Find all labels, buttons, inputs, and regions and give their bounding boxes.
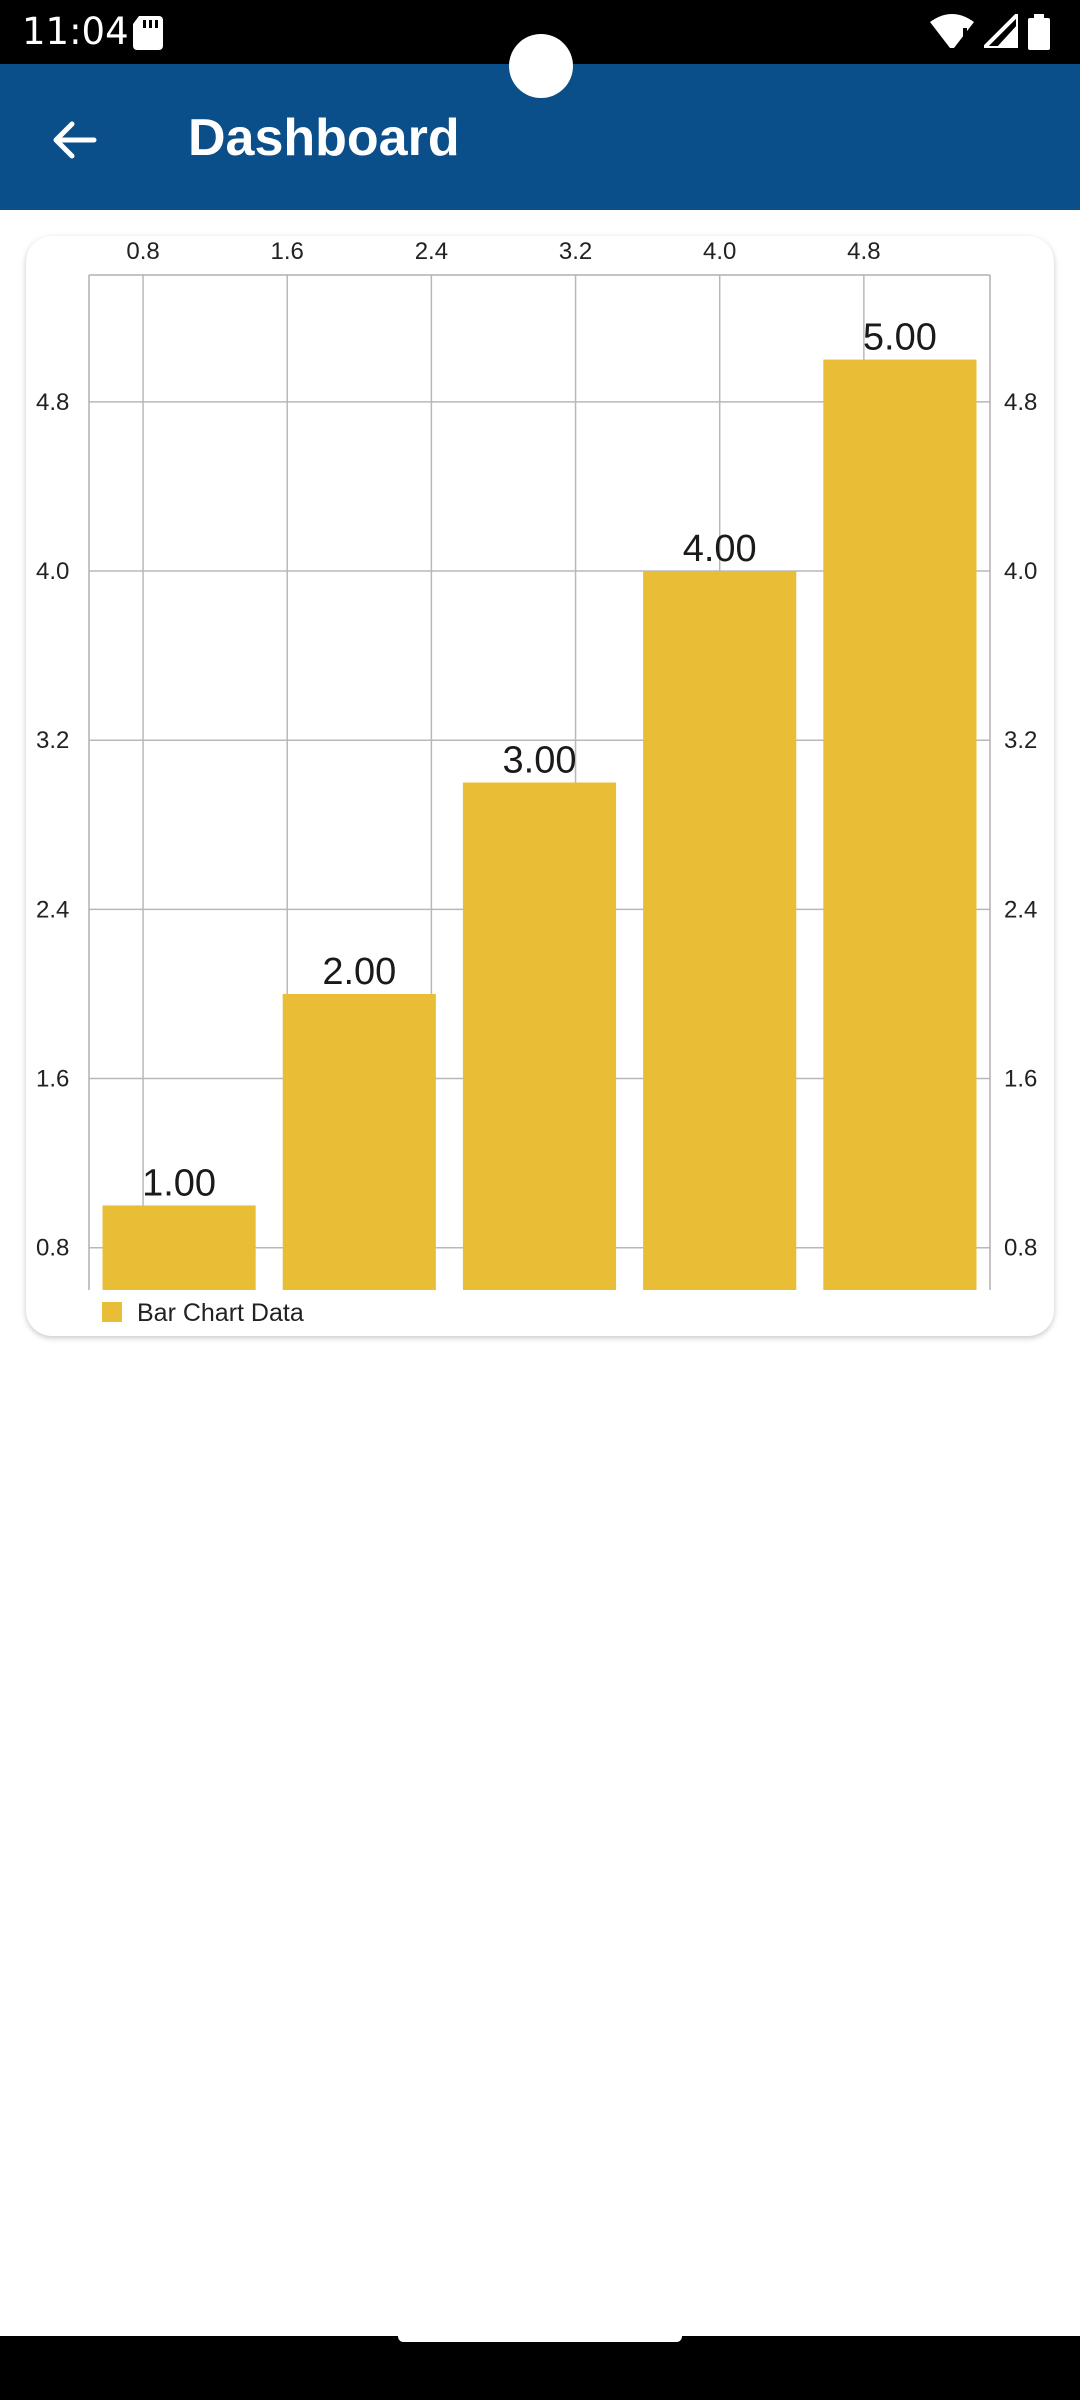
y-tick-label-left: 1.6 bbox=[36, 1066, 69, 1093]
status-icons bbox=[930, 9, 1050, 55]
y-tick-label-left: 4.8 bbox=[36, 389, 69, 416]
y-tick-label-right: 4.0 bbox=[1004, 558, 1037, 585]
y-tick-label-right: 4.8 bbox=[1004, 389, 1037, 416]
status-time: 11:04 bbox=[22, 10, 129, 53]
bar-value-label: 2.00 bbox=[322, 951, 396, 993]
bar bbox=[102, 1205, 256, 1290]
camera-cutout bbox=[509, 34, 573, 98]
y-tick-label-right: 1.6 bbox=[1004, 1066, 1037, 1093]
signal-icon bbox=[979, 9, 1020, 55]
y-tick-label-right: 3.2 bbox=[1004, 727, 1037, 754]
home-handle[interactable] bbox=[398, 2331, 682, 2342]
legend-swatch bbox=[102, 1302, 122, 1322]
x-tick-label: 1.6 bbox=[271, 238, 304, 265]
y-tick-label-right: 2.4 bbox=[1004, 896, 1037, 923]
bar bbox=[282, 993, 436, 1290]
chart-card: 1.00 2.00 3.00 4.00 5.00 0.8 1.6 2.4 3.2 4.0 4.8 0.… bbox=[26, 236, 1054, 1336]
arrow-left-icon bbox=[50, 116, 98, 169]
bar-value-label: 4.00 bbox=[683, 528, 757, 570]
y-tick-label-left: 2.4 bbox=[36, 896, 69, 923]
x-tick-label: 2.4 bbox=[415, 238, 448, 265]
page-title: Dashboard bbox=[188, 109, 460, 167]
bar bbox=[823, 359, 977, 1290]
back-button[interactable] bbox=[34, 102, 114, 182]
x-tick-label: 4.0 bbox=[703, 238, 736, 265]
bar bbox=[462, 782, 617, 1290]
navigation-bar bbox=[0, 2331, 1080, 2400]
bar-value-label: 5.00 bbox=[863, 317, 937, 359]
x-tick-label: 0.8 bbox=[126, 238, 159, 265]
legend-label: Bar Chart Data bbox=[137, 1299, 304, 1327]
y-tick-label-left: 4.0 bbox=[36, 558, 69, 585]
bar-chart[interactable]: 1.00 2.00 3.00 4.00 5.00 0.8 1.6 2.4 3.2 4.0 4.8 0.… bbox=[26, 236, 1054, 1336]
bar-value-label: 1.00 bbox=[142, 1162, 216, 1204]
x-tick-label: 3.2 bbox=[559, 238, 592, 265]
y-tick-label-left: 0.8 bbox=[36, 1235, 69, 1262]
wifi-icon bbox=[930, 14, 974, 55]
bar-value-label: 3.00 bbox=[503, 740, 577, 782]
sd-card-icon bbox=[133, 16, 163, 55]
y-tick-label-left: 3.2 bbox=[36, 727, 69, 754]
bar bbox=[643, 571, 797, 1290]
battery-icon bbox=[1028, 14, 1050, 55]
y-tick-label-right: 0.8 bbox=[1004, 1235, 1037, 1262]
x-tick-label: 4.8 bbox=[847, 238, 880, 265]
